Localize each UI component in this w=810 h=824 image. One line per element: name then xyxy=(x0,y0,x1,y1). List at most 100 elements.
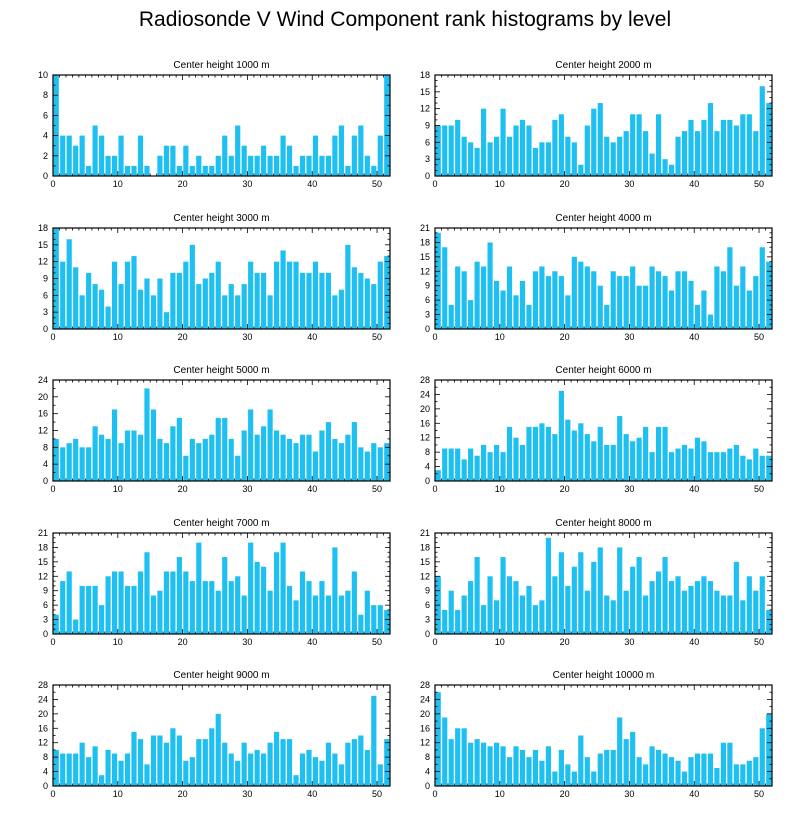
x-tick-label: 40 xyxy=(689,637,699,647)
histogram-bar xyxy=(99,434,105,481)
histogram-bar xyxy=(649,266,655,329)
histogram-bar xyxy=(235,125,241,176)
panel-title: Center height 7000 m xyxy=(173,518,269,529)
histogram-bar xyxy=(532,426,539,481)
histogram-bar xyxy=(630,441,636,481)
histogram-bar xyxy=(701,119,707,176)
histogram-bar xyxy=(474,147,480,176)
panel-title: Center height 1000 m xyxy=(173,60,269,71)
x-tick-label: 0 xyxy=(432,789,437,799)
histogram-bar xyxy=(111,753,118,786)
histogram-bar xyxy=(461,271,467,329)
histogram-bar xyxy=(66,239,72,329)
histogram-bar xyxy=(733,444,739,481)
histogram-bar xyxy=(435,692,441,786)
histogram-bar xyxy=(73,438,79,481)
histogram-bar xyxy=(332,135,338,176)
histogram-bar xyxy=(273,261,280,329)
histogram-bar xyxy=(163,742,169,786)
histogram-bar xyxy=(753,276,759,329)
histogram-bar xyxy=(358,125,364,176)
histogram-bar xyxy=(701,290,707,329)
x-tick-label: 20 xyxy=(178,637,188,647)
histogram-bar xyxy=(487,746,493,786)
histogram-bar xyxy=(662,426,668,481)
histogram-bar xyxy=(733,285,739,329)
y-tick-label: 15 xyxy=(420,557,430,567)
panel-title: Center height 10000 m xyxy=(553,670,655,681)
histogram-bar xyxy=(299,272,306,329)
y-tick-label: 12 xyxy=(38,426,48,436)
histogram-bar xyxy=(105,749,111,786)
histogram-bar xyxy=(280,250,286,329)
histogram-bar xyxy=(623,131,629,176)
histogram-bar xyxy=(753,131,759,176)
histogram-bar xyxy=(332,547,338,634)
histogram-bar xyxy=(92,284,98,329)
histogram-bar xyxy=(384,256,390,329)
histogram-bar xyxy=(202,438,208,481)
histogram-bar xyxy=(688,119,694,176)
histogram-bar xyxy=(261,272,267,329)
histogram-bar xyxy=(189,438,195,481)
histogram-bar xyxy=(675,271,681,329)
histogram-bar xyxy=(545,426,551,481)
histogram-bar xyxy=(500,108,506,176)
histogram-bar xyxy=(157,438,163,481)
histogram-bar xyxy=(261,426,267,481)
histogram-bar xyxy=(228,155,234,176)
histogram-bar xyxy=(668,290,675,329)
y-tick-label: 0 xyxy=(43,629,48,639)
histogram-bar xyxy=(312,451,319,481)
histogram-bar xyxy=(746,459,752,481)
y-tick-label: 8 xyxy=(425,752,430,762)
histogram-bar xyxy=(215,155,221,176)
histogram-bar xyxy=(118,284,124,329)
histogram-bar xyxy=(681,771,688,786)
histogram-bar xyxy=(163,145,169,176)
histogram-bar xyxy=(131,165,137,176)
histogram-bar xyxy=(261,145,267,176)
histogram-bar xyxy=(565,419,571,481)
histogram-bar xyxy=(170,272,176,329)
x-tick-label: 50 xyxy=(754,637,764,647)
histogram-bar xyxy=(461,728,467,786)
histogram-bar xyxy=(630,731,636,786)
histogram-bar xyxy=(493,600,500,634)
y-tick-label: 16 xyxy=(38,409,48,419)
histogram-bar xyxy=(604,304,610,329)
histogram-bar xyxy=(487,242,493,329)
x-tick-label: 50 xyxy=(754,179,764,189)
x-tick-label: 10 xyxy=(495,637,505,647)
histogram-bar xyxy=(111,409,118,481)
histogram-bar xyxy=(759,455,765,481)
histogram-bar xyxy=(137,434,144,481)
histogram-bar xyxy=(558,749,564,786)
histogram-bar xyxy=(584,266,590,329)
x-tick-label: 10 xyxy=(113,637,123,647)
histogram-bar xyxy=(545,746,551,786)
y-tick-label: 18 xyxy=(420,70,430,80)
histogram-bar xyxy=(558,390,564,481)
histogram-bar xyxy=(325,742,332,786)
histogram-bar xyxy=(636,437,642,481)
histogram-bar xyxy=(643,131,649,176)
y-tick-label: 16 xyxy=(420,418,430,428)
histogram-bar xyxy=(565,585,571,634)
histogram-bar xyxy=(377,764,383,786)
x-tick-label: 30 xyxy=(624,789,634,799)
y-tick-label: 12 xyxy=(420,433,430,443)
histogram-bar xyxy=(273,552,280,634)
y-tick-label: 4 xyxy=(43,459,48,469)
histogram-bar xyxy=(545,142,551,176)
histogram-bar xyxy=(248,155,254,176)
y-tick-label: 4 xyxy=(43,767,48,777)
histogram-bar xyxy=(733,764,739,786)
x-tick-label: 50 xyxy=(754,789,764,799)
histogram-bar xyxy=(694,304,701,329)
y-tick-label: 3 xyxy=(425,615,430,625)
histogram-bar xyxy=(332,295,338,329)
histogram-bar xyxy=(209,434,215,481)
histogram-bar xyxy=(597,285,603,329)
histogram-panel-6: Center height 6000 m 0 10 20 30 40 50 0 4 8 12 16 20… xyxy=(420,365,773,494)
